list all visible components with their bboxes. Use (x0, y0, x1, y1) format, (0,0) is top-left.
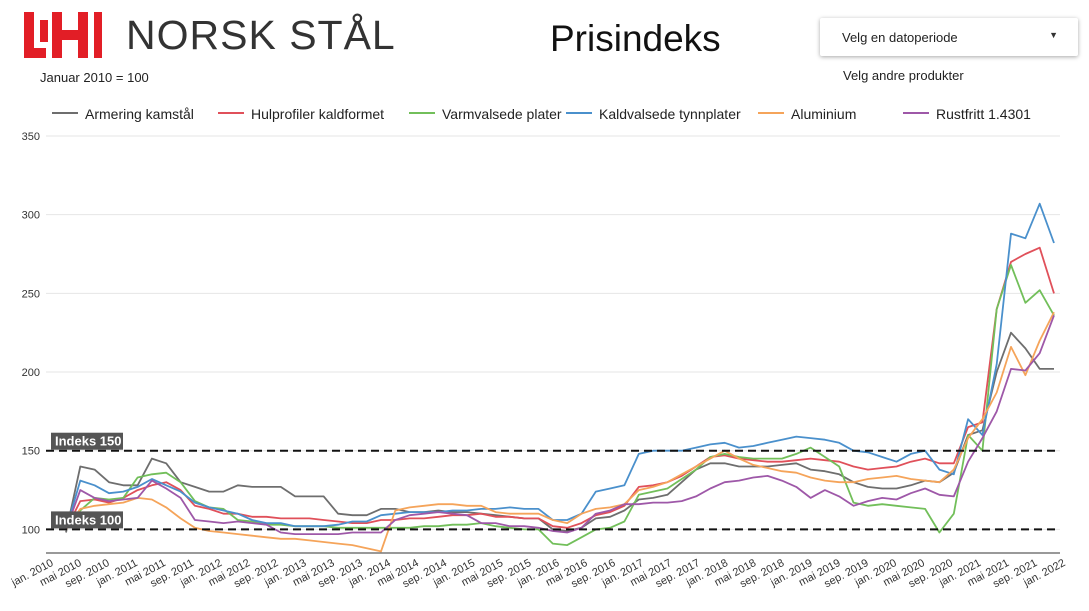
legend-swatch (903, 112, 929, 115)
legend-swatch (758, 112, 784, 115)
y-tick-label: 150 (22, 446, 40, 458)
other-products-link[interactable]: Velg andre produkter (843, 68, 964, 83)
legend-label: Hulprofiler kaldformet (251, 106, 385, 122)
series-line-6 (65, 315, 1055, 535)
series-line-5 (65, 311, 1055, 553)
series-line-3 (65, 264, 1055, 546)
legend-item[interactable]: Armering kamstål (52, 106, 194, 122)
reference-label-bg (51, 511, 123, 529)
legend-item[interactable]: Hulprofiler kaldformet (218, 106, 384, 122)
legend-label: Rustfritt 1.4301 (936, 106, 1031, 122)
legend-swatch (409, 112, 435, 115)
legend-swatch (218, 112, 244, 115)
reference-label-150: Indeks 150 (55, 434, 122, 449)
series-line-1 (65, 331, 1054, 533)
logo-mark-icon (24, 12, 102, 58)
legend-item[interactable]: Aluminium (758, 106, 856, 122)
brand-name: NORSK STÅL (126, 12, 396, 58)
reference-label-100: Indeks 100 (55, 512, 122, 527)
norsk-stal-logo (24, 12, 102, 58)
date-period-dropdown-label: Velg en datoperiode (842, 30, 958, 45)
page-title: Prisindeks (550, 18, 721, 59)
legend-item[interactable]: Rustfritt 1.4301 (903, 106, 1031, 122)
y-tick-label: 300 (22, 210, 40, 222)
series-line-4 (65, 202, 1055, 530)
y-tick-label: 250 (22, 288, 40, 300)
legend-label: Kaldvalsede tynnplater (599, 106, 741, 122)
reference-label-bg (51, 432, 123, 450)
caret-down-icon: ▼ (1049, 30, 1058, 40)
y-tick-label: 100 (22, 524, 40, 536)
legend-label: Aluminium (791, 106, 857, 122)
legend-swatch (52, 112, 78, 115)
legend-label: Armering kamstål (85, 106, 194, 122)
legend-item[interactable]: Kaldvalsede tynnplater (566, 106, 741, 122)
date-period-dropdown[interactable]: Velg en datoperiode ▼ (820, 18, 1078, 56)
legend-swatch (566, 112, 592, 115)
legend-item[interactable]: Varmvalsede plater (409, 106, 562, 122)
legend-label: Varmvalsede plater (442, 106, 562, 122)
index-base-note: Januar 2010 = 100 (40, 70, 149, 85)
y-tick-label: 350 (22, 131, 40, 143)
y-tick-label: 200 (22, 367, 40, 379)
